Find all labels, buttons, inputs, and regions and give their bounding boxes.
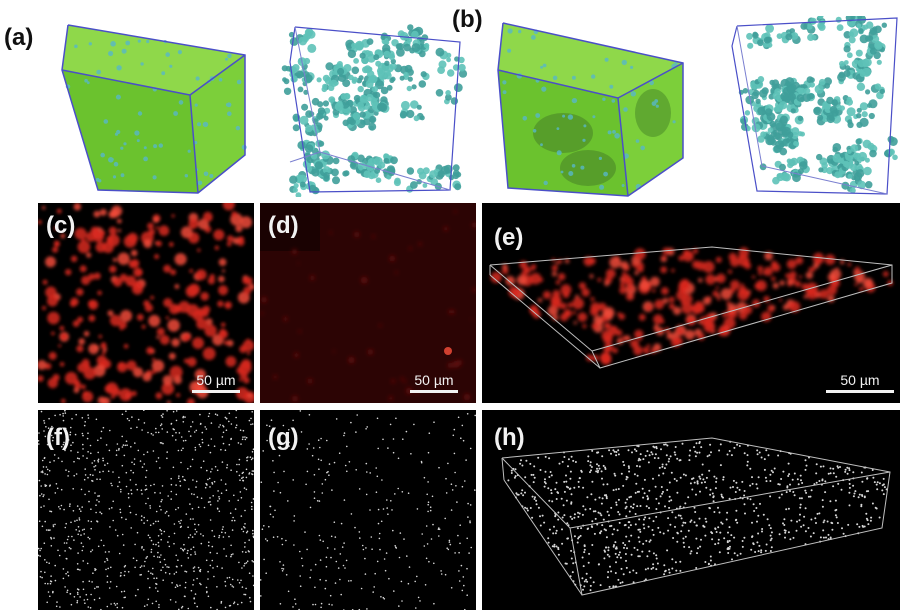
micrograph-e (482, 203, 900, 403)
cube-a-green (40, 15, 260, 195)
panel-label-g: (g) (268, 424, 299, 451)
micrograph-g (260, 410, 476, 610)
cube-a-particles-svg (281, 24, 468, 199)
cube-a-green-svg (61, 24, 247, 194)
cube-b-green (488, 18, 693, 198)
micrograph-c-svg (38, 203, 254, 403)
cube-b-particles-svg (731, 13, 898, 195)
panel-label-c: (c) (46, 212, 76, 239)
micrograph-g-svg (260, 410, 476, 610)
scale-bar-e-text: 50 µm (840, 372, 880, 388)
panel-label-e: (e) (494, 224, 524, 251)
scale-bar-d-text: 50 µm (414, 372, 454, 388)
scale-bar-c-line (192, 390, 240, 393)
micrograph-d-svg (260, 203, 476, 403)
micrograph-f (38, 410, 254, 610)
scale-bar-e-line (826, 390, 894, 393)
micrograph-h (482, 410, 900, 610)
cube-a-particles (270, 22, 475, 199)
micrograph-c (38, 203, 254, 403)
scale-bar-d-line (410, 390, 458, 393)
panel-label-d: (d) (268, 212, 299, 239)
panel-label-h: (h) (494, 424, 525, 451)
scale-bar-c-text: 50 µm (196, 372, 236, 388)
scale-bar-c: 50 µm (192, 372, 240, 393)
scale-bar-e: 50 µm (826, 372, 894, 393)
micrograph-f-svg (38, 410, 254, 610)
micrograph-h-svg (501, 437, 891, 596)
micrograph-d (260, 203, 476, 403)
micrograph-e-svg (489, 246, 893, 369)
cube-b-green-svg (497, 22, 684, 197)
scale-bar-d: 50 µm (410, 372, 458, 393)
panel-label-b: (b) (452, 6, 483, 33)
cube-b-particles (722, 13, 900, 196)
panel-label-a: (a) (4, 24, 34, 51)
panel-label-f: (f) (46, 424, 70, 451)
